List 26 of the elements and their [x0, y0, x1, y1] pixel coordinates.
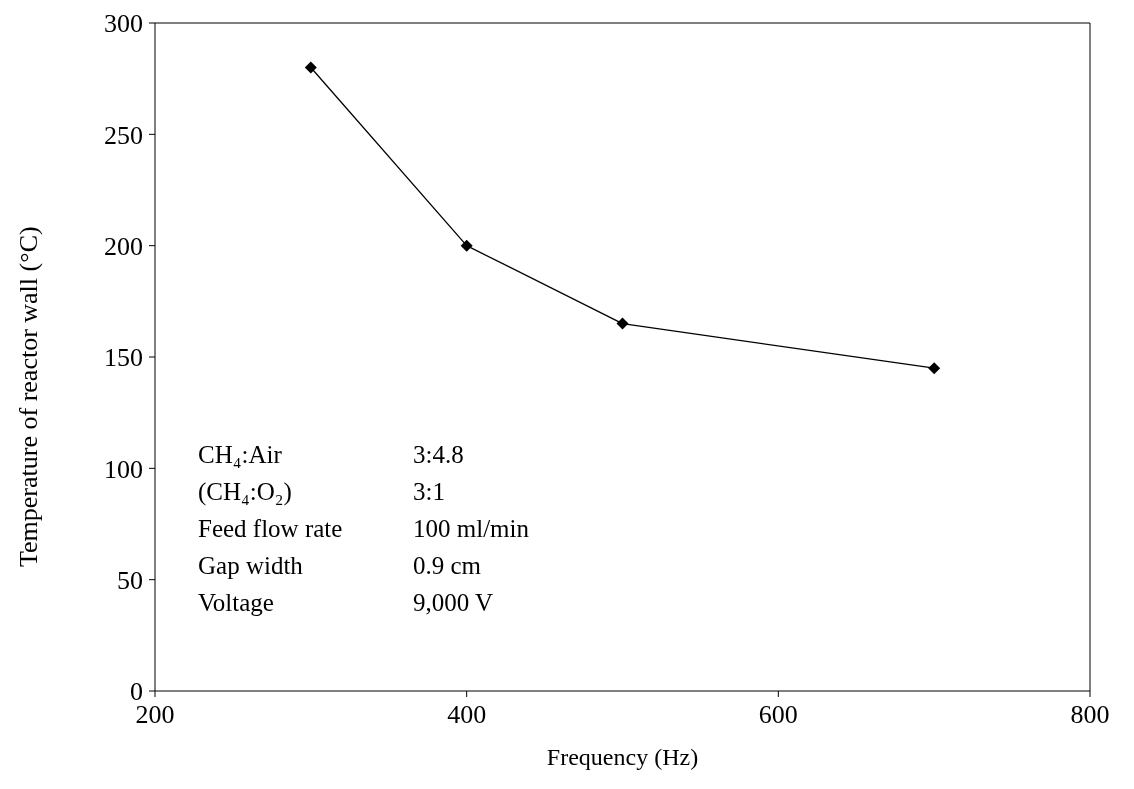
y-tick-label: 200: [104, 231, 143, 261]
annotation: 3:4.8: [413, 440, 464, 470]
point: [304, 61, 317, 74]
point: [460, 239, 473, 252]
point: [616, 317, 629, 330]
y-tick-label: 300: [104, 9, 143, 39]
x-axis-title: Frequency (Hz): [546, 744, 699, 770]
annotation: 3:1: [413, 477, 445, 507]
x-tick-label: 800: [1070, 700, 1110, 730]
x-tick-label: 400: [447, 700, 487, 730]
annotation: CH₄:Air: [198, 440, 283, 470]
annotation: (CH₄:O₂): [198, 477, 293, 508]
annotation: Feed flow rate: [198, 514, 344, 544]
annotation: 9,000 V: [413, 588, 494, 618]
y-tick-label: 250: [104, 120, 143, 150]
y-axis-title: Temperature of reactor wall (°C): [14, 226, 44, 567]
annotation: 100 ml/min: [413, 514, 529, 544]
annotation: Voltage: [198, 588, 275, 618]
annotation: 0.9 cm: [413, 551, 482, 581]
x-tick-label: 600: [758, 700, 798, 730]
y-tick-label: 0: [130, 677, 143, 707]
annotation: Gap width: [198, 551, 304, 581]
y-tick-label: 100: [104, 454, 143, 484]
y-tick-label: 50: [117, 565, 143, 595]
y-tick-label: 150: [104, 343, 143, 373]
point: [928, 362, 941, 375]
